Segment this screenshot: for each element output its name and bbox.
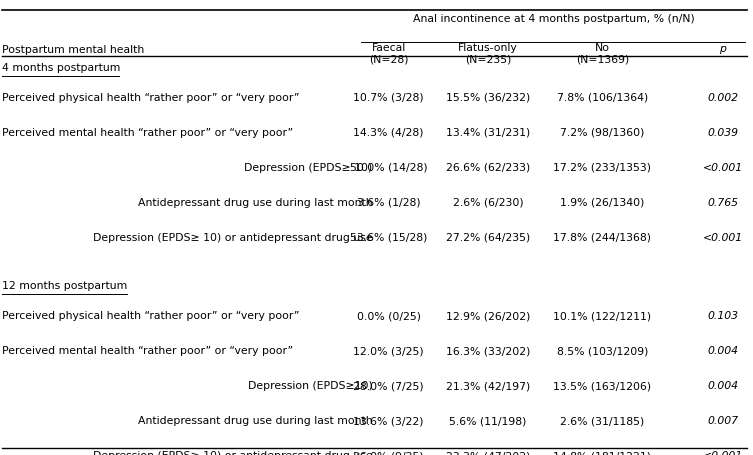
Text: 1.9% (26/1340): 1.9% (26/1340) (560, 197, 645, 207)
Text: 26.6% (62/233): 26.6% (62/233) (446, 162, 530, 172)
Text: 0.103: 0.103 (707, 311, 739, 321)
Text: 53.6% (15/28): 53.6% (15/28) (350, 233, 427, 243)
Text: Depression (EPDS≥ 10) or antidepressant drug use: Depression (EPDS≥ 10) or antidepressant … (93, 451, 373, 455)
Text: 0.004: 0.004 (707, 381, 739, 391)
Text: 0.002: 0.002 (707, 92, 739, 102)
Text: 13.4% (31/231): 13.4% (31/231) (446, 127, 530, 137)
Text: 17.2% (233/1353): 17.2% (233/1353) (553, 162, 651, 172)
Text: 0.007: 0.007 (707, 416, 739, 426)
Text: p: p (719, 44, 727, 54)
Text: Antidepressant drug use during last month: Antidepressant drug use during last mont… (138, 197, 373, 207)
Text: 50.0% (14/28): 50.0% (14/28) (349, 162, 428, 172)
Text: 7.8% (106/1364): 7.8% (106/1364) (556, 92, 648, 102)
Text: <0.001: <0.001 (703, 451, 743, 455)
Text: 2.6% (31/1185): 2.6% (31/1185) (560, 416, 645, 426)
Text: Flatus-only: Flatus-only (458, 43, 518, 53)
Text: Perceived physical health “rather poor” or “very poor”: Perceived physical health “rather poor” … (2, 92, 300, 102)
Text: 16.3% (33/202): 16.3% (33/202) (446, 346, 530, 356)
Text: 36.0% (9/25): 36.0% (9/25) (353, 451, 424, 455)
Text: Anal incontinence at 4 months postpartum, % (n/N): Anal incontinence at 4 months postpartum… (413, 14, 694, 24)
Text: 12.9% (26/202): 12.9% (26/202) (446, 311, 530, 321)
Text: 23.3% (47/202): 23.3% (47/202) (446, 451, 530, 455)
Text: 14.3% (4/28): 14.3% (4/28) (353, 127, 424, 137)
Text: <0.001: <0.001 (703, 162, 743, 172)
Text: 0.0% (0/25): 0.0% (0/25) (357, 311, 420, 321)
Text: 12.0% (3/25): 12.0% (3/25) (353, 346, 424, 356)
Text: 0.765: 0.765 (707, 197, 739, 207)
Text: (N=1369): (N=1369) (576, 55, 629, 65)
Text: (N=28): (N=28) (369, 55, 408, 65)
Text: 4 months postpartum: 4 months postpartum (2, 63, 120, 73)
Text: 10.1% (122/1211): 10.1% (122/1211) (553, 311, 651, 321)
Text: Perceived mental health “rather poor” or “very poor”: Perceived mental health “rather poor” or… (2, 127, 294, 137)
Text: 28.0% (7/25): 28.0% (7/25) (353, 381, 424, 391)
Text: Antidepressant drug use during last month: Antidepressant drug use during last mont… (138, 416, 373, 426)
Text: Depression (EPDS≥ 10) or antidepressant drug use: Depression (EPDS≥ 10) or antidepressant … (93, 233, 373, 243)
Text: 21.3% (42/197): 21.3% (42/197) (446, 381, 530, 391)
Text: 15.5% (36/232): 15.5% (36/232) (446, 92, 530, 102)
Text: 17.8% (244/1368): 17.8% (244/1368) (553, 233, 651, 243)
Text: 27.2% (64/235): 27.2% (64/235) (446, 233, 530, 243)
Text: <0.001: <0.001 (703, 233, 743, 243)
Text: 0.004: 0.004 (707, 346, 739, 356)
Text: Depression (EPDS≥10): Depression (EPDS≥10) (248, 381, 373, 391)
Text: 10.7% (3/28): 10.7% (3/28) (353, 92, 424, 102)
Text: 2.6% (6/230): 2.6% (6/230) (453, 197, 523, 207)
Text: 0.039: 0.039 (707, 127, 739, 137)
Text: Depression (EPDS≥ 10): Depression (EPDS≥ 10) (245, 162, 373, 172)
Text: 13.6% (3/22): 13.6% (3/22) (353, 416, 424, 426)
Text: 14.8% (181/1221): 14.8% (181/1221) (553, 451, 651, 455)
Text: 12 months postpartum: 12 months postpartum (2, 281, 127, 291)
Text: No: No (595, 43, 610, 53)
Text: Perceived mental health “rather poor” or “very poor”: Perceived mental health “rather poor” or… (2, 346, 294, 356)
Text: Faecal: Faecal (371, 43, 406, 53)
Text: 7.2% (98/1360): 7.2% (98/1360) (560, 127, 645, 137)
Text: 8.5% (103/1209): 8.5% (103/1209) (556, 346, 648, 356)
Text: 3.6% (1/28): 3.6% (1/28) (357, 197, 420, 207)
Text: Perceived physical health “rather poor” or “very poor”: Perceived physical health “rather poor” … (2, 311, 300, 321)
Text: Postpartum mental health: Postpartum mental health (2, 45, 145, 55)
Text: (N=235): (N=235) (465, 55, 511, 65)
Text: 5.6% (11/198): 5.6% (11/198) (450, 416, 526, 426)
Text: 13.5% (163/1206): 13.5% (163/1206) (553, 381, 651, 391)
